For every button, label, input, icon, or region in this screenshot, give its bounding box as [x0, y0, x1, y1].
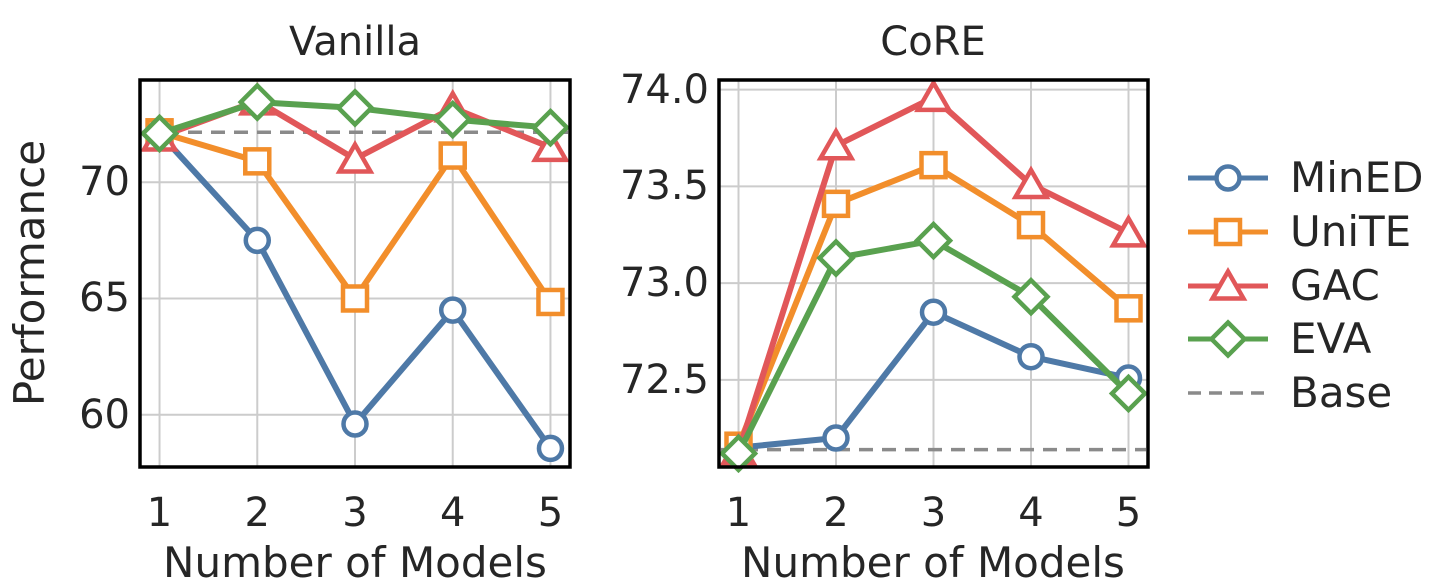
x-tick-label: 2 — [823, 490, 849, 536]
y-tick-label: 72.5 — [619, 356, 709, 403]
x-tick-label: 4 — [439, 490, 466, 536]
x-tick-label: 1 — [725, 490, 752, 536]
x-tick-label: 5 — [537, 490, 564, 536]
legend-label: GAC — [1290, 260, 1380, 310]
chart-title-vanilla: Vanilla — [289, 19, 421, 65]
y-tick-label: 65 — [79, 275, 130, 322]
plot-border — [717, 78, 1150, 469]
y-tick-label: 60 — [79, 391, 130, 438]
circle-icon — [1188, 164, 1268, 192]
diamond-icon — [1188, 319, 1268, 359]
y-tick-label: 74.0 — [619, 66, 709, 113]
legend-item-eva: EVA — [1186, 312, 1371, 366]
x-axis-label-core: Number of Models — [741, 538, 1125, 587]
legend-item-gac: GAC — [1186, 259, 1380, 313]
x-tick-label: 3 — [342, 490, 368, 536]
legend-label: MinED — [1290, 153, 1424, 202]
legend-label: Base — [1290, 368, 1393, 417]
legend-item-mined: MinED — [1186, 151, 1423, 205]
y-tick-label: 70 — [79, 159, 130, 206]
x-tick-label: 5 — [1115, 490, 1142, 536]
chart-title-core: CoRE — [880, 19, 986, 65]
legend-item-unite: UniTE — [1186, 205, 1411, 259]
x-tick-label: 3 — [920, 490, 947, 536]
series-unite — [724, 150, 1143, 460]
x-tick-label: 4 — [1018, 490, 1044, 536]
x-axis-label-vanilla: Number of Models — [163, 538, 547, 587]
legend-item-base: Base — [1186, 366, 1392, 420]
x-tick-label: 2 — [244, 490, 270, 536]
square-icon — [1188, 217, 1268, 246]
plot-border — [138, 78, 572, 469]
dashed-line-icon — [1188, 391, 1268, 395]
legend-label: EVA — [1290, 314, 1372, 364]
legend-label: UniTE — [1290, 206, 1412, 256]
series-eva — [139, 82, 571, 154]
triangle-icon — [1188, 266, 1268, 301]
y-tick-label: 73.0 — [619, 260, 709, 307]
series-eva — [718, 220, 1149, 474]
y-tick-label: 73.5 — [619, 163, 709, 210]
x-tick-label: 1 — [146, 490, 173, 536]
